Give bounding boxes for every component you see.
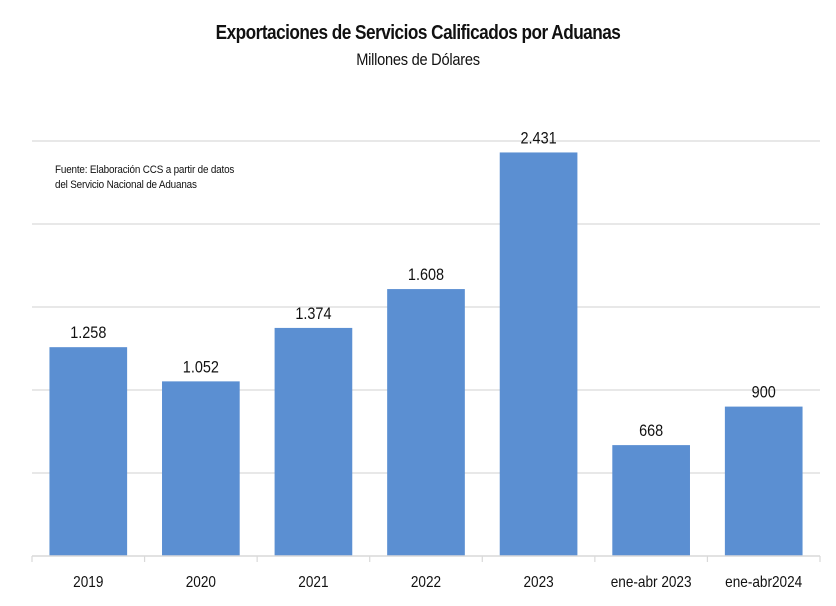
data-label: 1.374 — [295, 305, 331, 323]
bars — [49, 152, 803, 557]
data-label: 668 — [639, 422, 663, 440]
bar-ene-abr2024 — [724, 406, 803, 556]
x-tick-label: 2023 — [523, 574, 553, 591]
data-label: 1.258 — [70, 324, 106, 342]
x-axis — [31, 555, 821, 562]
data-label: 2.431 — [521, 129, 557, 147]
bar-2019 — [49, 347, 128, 556]
source-annotation: Fuente: Elaboración CCS a partir de dato… — [55, 163, 234, 193]
chart-subtitle: Millones de Dólares — [356, 50, 480, 69]
x-tick-label: 2020 — [186, 574, 216, 591]
bar-2020 — [162, 381, 240, 556]
x-tick-label: ene-abr2024 — [725, 574, 802, 591]
source-line-1: Fuente: Elaboración CCS a partir de dato… — [55, 164, 235, 176]
data-label: 1.608 — [408, 266, 444, 284]
x-tick-label: 2022 — [411, 574, 441, 591]
x-tick-labels: 2019 2020 2021 2022 2023 ene-abr 2023 ene-abr2… — [73, 574, 802, 591]
source-line-2: del Servicio Nacional de Aduanas — [55, 179, 197, 191]
x-tick-label: ene-abr 2023 — [611, 574, 692, 591]
bar-2023 — [499, 152, 578, 557]
x-tick-label: 2019 — [73, 574, 103, 591]
chart-title: Exportaciones de Servicios Calificados p… — [215, 22, 621, 44]
bar-2021 — [274, 327, 353, 556]
data-labels: 1.258 1.052 1.374 1.608 2.431 668 900 — [70, 129, 776, 440]
data-label: 1.052 — [183, 358, 219, 376]
bar-ene-abr-2023 — [612, 445, 690, 556]
x-tick-label: 2021 — [298, 574, 328, 591]
data-label: 900 — [752, 384, 776, 402]
bar-2022 — [387, 289, 465, 556]
